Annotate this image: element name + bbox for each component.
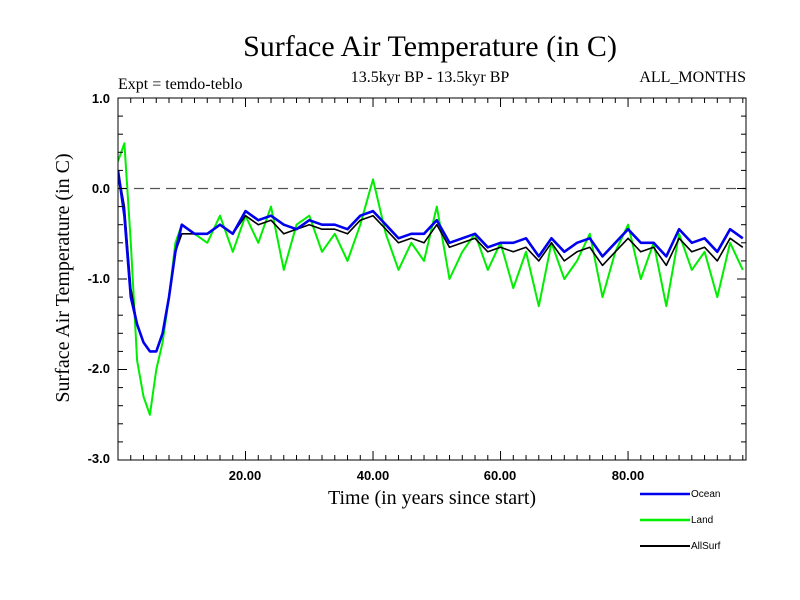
y-tick-label: -1.0 [88, 271, 110, 286]
x-tick-label: 60.00 [484, 468, 517, 483]
legend-label-allsurf: AllSurf [691, 541, 721, 552]
legend-label-ocean: Ocean [691, 489, 720, 500]
y-tick-labels: 1.0 0.0 -1.0 -2.0 -3.0 [88, 91, 110, 466]
x-tick-label: 80.00 [612, 468, 645, 483]
axis-ticks [117, 97, 746, 461]
chart-title: Surface Air Temperature (in C) [243, 30, 617, 63]
x-tick-labels: 20.00 40.00 60.00 80.00 [229, 468, 645, 483]
x-axis-label: Time (in years since start) [328, 487, 536, 509]
y-tick-label: 1.0 [92, 91, 110, 106]
experiment-annotation: Expt = temdo-teblo [118, 76, 243, 93]
plot-frame [117, 97, 747, 461]
y-axis-label: Surface Air Temperature (in C) [52, 153, 74, 402]
plot-area [117, 97, 747, 461]
series-line-allsurf [118, 170, 744, 353]
series-line-land [118, 142, 744, 416]
series-line-ocean [118, 170, 744, 353]
y-tick-label: -3.0 [88, 451, 110, 466]
months-annotation: ALL_MONTHS [639, 69, 746, 86]
y-tick-label: -2.0 [88, 361, 110, 376]
x-tick-label: 40.00 [357, 468, 390, 483]
legend-label-land: Land [691, 515, 713, 526]
x-tick-label: 20.00 [229, 468, 262, 483]
chart-subtitle: 13.5kyr BP - 13.5kyr BP [351, 69, 510, 86]
legend: Ocean Land AllSurf [640, 489, 721, 552]
y-tick-label: 0.0 [92, 181, 110, 196]
